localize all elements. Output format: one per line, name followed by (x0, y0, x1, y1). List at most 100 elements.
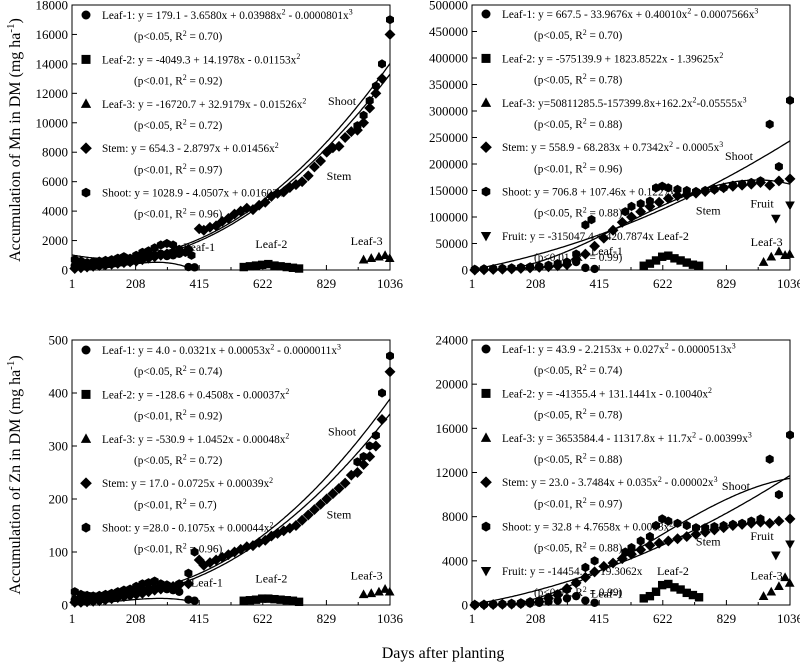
y-tick-label: 10000 (36, 115, 69, 130)
data-point (339, 132, 351, 143)
data-point (138, 579, 147, 589)
legend: Leaf-1: y = 4.0 - 0.0321x + 0.00053x2 - … (80, 343, 341, 556)
data-point (284, 182, 296, 194)
y-tick-label: 300000 (429, 104, 468, 119)
chart-mn-right: 0 50000 100000 150000 200000 250000 300000 3500… (429, 0, 800, 291)
data-point (126, 584, 135, 594)
data-point (784, 513, 796, 525)
data-point (635, 206, 647, 218)
data-point (239, 596, 248, 605)
data-point (645, 591, 655, 601)
y-tick-label: 14000 (36, 56, 69, 71)
data-point (119, 252, 128, 262)
data-point (774, 490, 783, 500)
legend-marker-hexagon (81, 522, 91, 533)
x-tick-label: 829 (317, 276, 337, 291)
data-point (774, 162, 783, 172)
data-point (359, 110, 368, 120)
data-point (101, 589, 110, 599)
data-point (138, 247, 147, 257)
data-point (270, 594, 279, 604)
legend-stat: (p<0.05, R2 = 0.88) (534, 205, 622, 219)
data-point (101, 255, 110, 266)
data-point (644, 539, 656, 551)
legend-stat: (p<0.05, R2 = 0.72) (134, 118, 222, 132)
data-point (738, 518, 747, 528)
data-point (544, 260, 553, 270)
data-point (182, 578, 194, 590)
data-point (384, 366, 396, 378)
data-point (358, 589, 369, 599)
data-point (598, 560, 610, 572)
x-tick-label: 1036 (777, 276, 800, 291)
y-tick-label: 16000 (36, 27, 69, 42)
data-point (175, 244, 184, 254)
data-point (384, 253, 395, 263)
y-axis-label-zn-text: Accumulation of Zn in DM (mg ha (7, 370, 24, 595)
data-point (507, 263, 516, 273)
data-point (259, 534, 271, 546)
data-point (245, 262, 255, 271)
legend-equation: Leaf-2: y = -4049.3 + 14.1978x - 0.01153… (102, 52, 300, 66)
data-point (107, 588, 116, 598)
data-point (590, 556, 599, 566)
series-leaf-2 (639, 251, 704, 270)
legend-stat: (p<0.01, R2 = 0.96) (134, 206, 222, 220)
y-tick-label: 8000 (42, 145, 68, 160)
data-point (75, 596, 87, 608)
data-point (681, 531, 693, 543)
data-point (579, 571, 591, 583)
data-point (132, 250, 141, 260)
x-tick-label: 208 (126, 611, 146, 626)
data-point (247, 540, 259, 552)
legend-marker-circle (81, 10, 91, 20)
y-axis-label-mn-sup: -1 (5, 23, 17, 32)
x-tick-label: 1036 (377, 611, 404, 626)
data-point (764, 179, 776, 191)
data-point (589, 240, 601, 252)
data-point (498, 263, 507, 273)
x-tick-label: 415 (589, 276, 609, 291)
data-point (682, 258, 691, 267)
data-point (771, 214, 781, 224)
legend-stat: (p<0.01, R2 = 0.97) (534, 496, 622, 510)
legend-equation: Stem: y = 558.9 - 68.283x + 0.7342x2 - 0… (502, 140, 723, 154)
legend-marker-tri-down (480, 566, 492, 577)
x-tick-label: 622 (253, 611, 273, 626)
data-point (294, 597, 304, 607)
data-point (366, 253, 377, 263)
data-point (572, 249, 581, 259)
data-point (621, 547, 630, 557)
data-point (553, 589, 562, 599)
data-point (653, 196, 665, 208)
legend-marker-circle (81, 345, 91, 355)
data-point (308, 161, 320, 173)
legend-marker-square (81, 389, 91, 399)
data-point (664, 579, 673, 589)
data-point (290, 520, 302, 531)
data-point (353, 121, 362, 131)
data-point (774, 246, 784, 256)
y-tick-label: 0 (462, 263, 469, 278)
data-point (95, 256, 104, 266)
data-point (257, 260, 267, 270)
data-point (359, 452, 368, 462)
legend-equation: Leaf-3: y=50811285.5-157399.8x+162.2x2-0… (502, 96, 747, 110)
x-tick-label: 1 (469, 276, 476, 291)
data-point (144, 578, 153, 588)
data-point (516, 262, 525, 272)
fit-curve-shoot (71, 63, 391, 260)
y-tick-label: 16000 (436, 421, 469, 436)
chart-zn-left: 0 100 200 300 400 500 1 208 415 622 829 1036 Leaf-1 L… (49, 333, 404, 627)
legend-stat: (p<0.01, R2 = 0.99) (534, 585, 622, 599)
data-point (570, 253, 582, 265)
legend-equation: Leaf-2: y = -575139.9 + 1823.8522x - 1.3… (502, 51, 723, 65)
data-point (719, 183, 728, 193)
legend-stat: (p<0.05, R2 = 0.88) (534, 540, 622, 554)
data-point (670, 254, 679, 263)
data-point (581, 562, 590, 573)
y-tick-label: 12000 (436, 465, 469, 480)
legend-stat: (p<0.05, R2 = 0.74) (134, 364, 222, 378)
data-point (747, 516, 756, 526)
